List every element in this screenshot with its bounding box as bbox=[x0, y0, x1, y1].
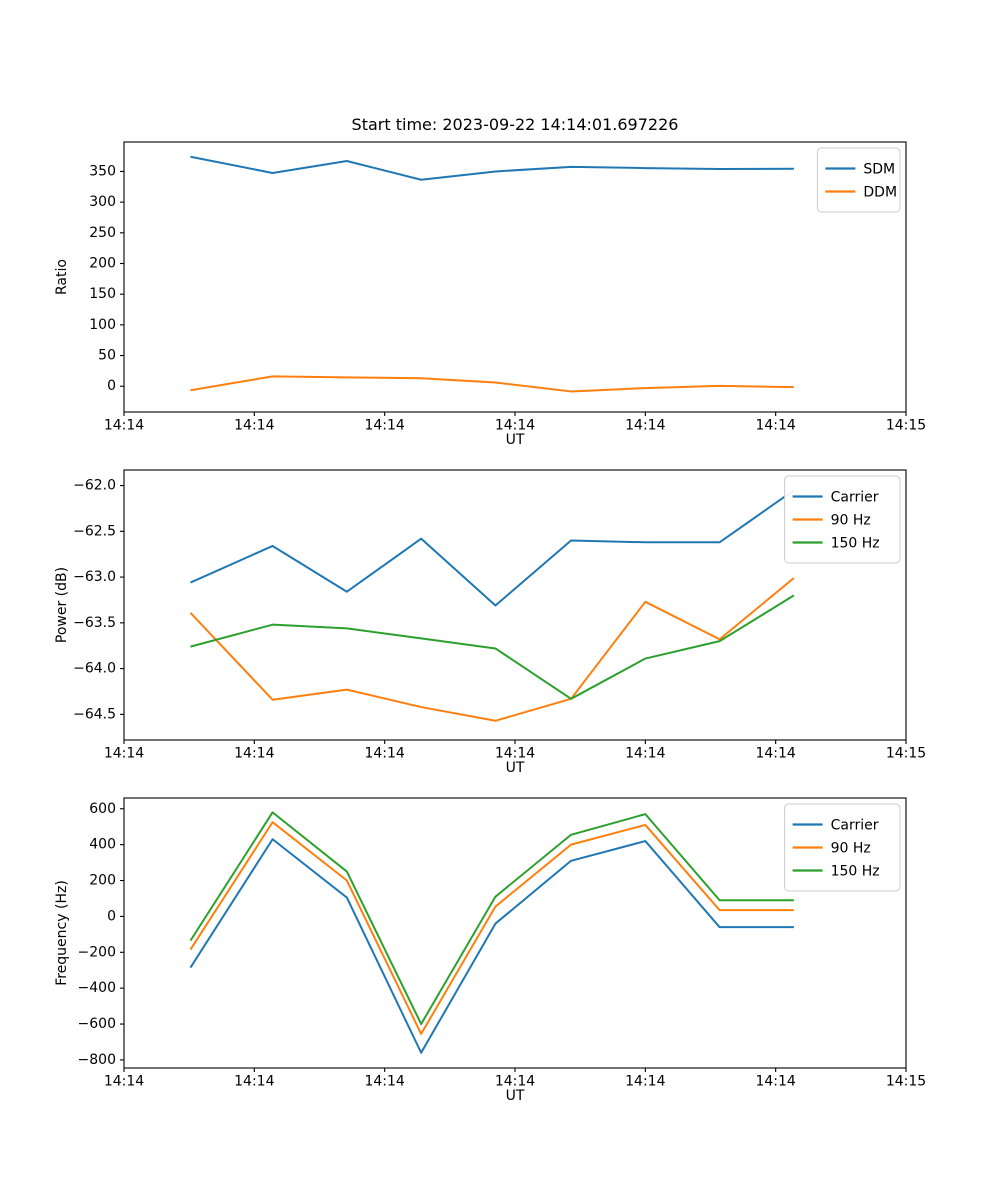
legend: Carrier 90 Hz 150 Hz bbox=[784, 803, 901, 892]
x-tick-label: 14:14 bbox=[104, 418, 144, 434]
x-tick-label: 14:14 bbox=[625, 1074, 665, 1090]
panel-power: 14:14 14:14 14:14 14:14 14:14 14:14 14:15 −62.0… bbox=[54, 469, 926, 776]
x-tick-label: 14:14 bbox=[364, 418, 404, 434]
y-tick-label: 150 bbox=[89, 286, 116, 302]
legend: Carrier 90 Hz 150 Hz bbox=[784, 475, 901, 564]
series-line-150-hz bbox=[190, 594, 795, 700]
y-tick-label: −200 bbox=[78, 944, 116, 960]
series-line-sdm bbox=[190, 155, 794, 181]
x-tick-label: 14:15 bbox=[886, 1074, 926, 1090]
legend-label-90-hz: 90 Hz bbox=[831, 841, 871, 857]
x-axis-label: UT bbox=[506, 432, 525, 448]
y-tick-label: −63.5 bbox=[73, 615, 116, 631]
series-line-150-hz bbox=[189, 811, 794, 1026]
x-tick-label: 14:14 bbox=[104, 746, 144, 762]
y-tick-label: −62.5 bbox=[73, 523, 116, 539]
x-tick-label: 14:14 bbox=[495, 746, 535, 762]
x-tick-label: 14:14 bbox=[234, 418, 274, 434]
y-tick-label: −800 bbox=[78, 1052, 116, 1068]
legend-label-150-hz: 150 Hz bbox=[831, 864, 880, 880]
legend-label-carrier: Carrier bbox=[831, 490, 879, 506]
x-axis-label: UT bbox=[506, 760, 525, 776]
y-axis-label: Ratio bbox=[54, 259, 70, 295]
y-tick-label: 200 bbox=[89, 256, 116, 272]
y-tick-label: −400 bbox=[78, 980, 116, 996]
x-tick-label: 14:14 bbox=[234, 746, 274, 762]
x-tick-label: 14:15 bbox=[886, 418, 926, 434]
legend-label-sdm: SDM bbox=[863, 162, 895, 178]
legend-box bbox=[784, 475, 901, 564]
y-tick-label: −600 bbox=[78, 1016, 116, 1032]
x-tick-label: 14:15 bbox=[886, 746, 926, 762]
axes-frame bbox=[123, 141, 907, 413]
y-axis-label: Frequency (Hz) bbox=[54, 880, 70, 986]
y-tick-label: 350 bbox=[89, 163, 116, 179]
series-line-carrier bbox=[190, 489, 795, 607]
y-tick-label: −62.0 bbox=[73, 478, 116, 494]
y-tick-label: 0 bbox=[107, 908, 116, 924]
y-tick-label: 300 bbox=[89, 194, 116, 210]
y-tick-label: −63.0 bbox=[73, 569, 116, 585]
x-tick-label: 14:14 bbox=[755, 746, 795, 762]
legend: SDM DDM bbox=[816, 147, 901, 213]
series-line-90-hz bbox=[189, 577, 795, 722]
y-tick-label: 0 bbox=[107, 378, 116, 394]
y-tick-label: 400 bbox=[89, 837, 116, 853]
x-tick-label: 14:14 bbox=[364, 746, 404, 762]
x-axis-label: UT bbox=[506, 1088, 525, 1104]
series-line-carrier bbox=[189, 838, 794, 1054]
panel-frequency: 14:14 14:14 14:14 14:14 14:14 14:14 14:15 −800 −… bbox=[54, 797, 926, 1104]
legend-label-90-hz: 90 Hz bbox=[831, 513, 871, 529]
panel-ratio: 14:14 14:14 14:14 14:14 14:14 14:14 14:15 0 50 10… bbox=[54, 141, 926, 448]
legend-box bbox=[816, 147, 901, 213]
legend-label-ddm: DDM bbox=[863, 185, 897, 201]
series-line-90-hz bbox=[189, 821, 794, 1035]
x-tick-label: 14:14 bbox=[495, 1074, 535, 1090]
figure-title: Start time: 2023-09-22 14:14:01.697226 bbox=[352, 115, 679, 134]
legend-box bbox=[784, 803, 901, 892]
y-axis-label: Power (dB) bbox=[54, 567, 70, 643]
y-tick-label: −64.5 bbox=[73, 706, 116, 722]
y-tick-label: 100 bbox=[89, 317, 116, 333]
x-tick-label: 14:14 bbox=[495, 418, 535, 434]
legend-label-150-hz: 150 Hz bbox=[831, 536, 880, 552]
series-line-ddm bbox=[190, 375, 794, 393]
x-tick-label: 14:14 bbox=[234, 1074, 274, 1090]
legend-label-carrier: Carrier bbox=[831, 818, 879, 834]
y-tick-label: −64.0 bbox=[73, 661, 116, 677]
y-tick-label: 250 bbox=[89, 225, 116, 241]
y-tick-label: 600 bbox=[89, 801, 116, 817]
y-tick-label: 50 bbox=[98, 348, 116, 364]
x-tick-label: 14:14 bbox=[364, 1074, 404, 1090]
x-tick-label: 14:14 bbox=[625, 418, 665, 434]
x-tick-label: 14:14 bbox=[755, 418, 795, 434]
y-tick-label: 200 bbox=[89, 873, 116, 889]
x-tick-label: 14:14 bbox=[104, 1074, 144, 1090]
x-tick-label: 14:14 bbox=[625, 746, 665, 762]
x-tick-label: 14:14 bbox=[755, 1074, 795, 1090]
